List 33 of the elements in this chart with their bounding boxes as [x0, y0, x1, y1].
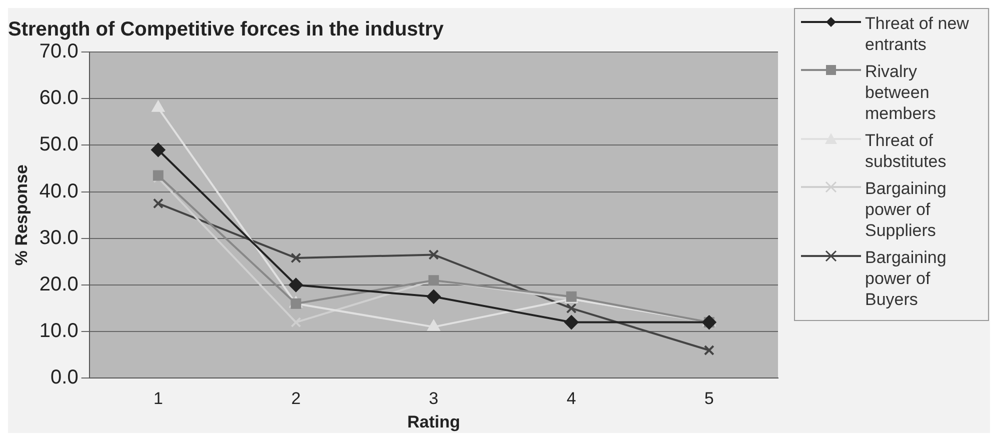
legend-label: Bargaining power of Suppliers: [865, 178, 948, 241]
point: [288, 278, 303, 292]
y-axis-title: % Response: [12, 164, 31, 266]
point: [566, 303, 577, 314]
point: [290, 252, 302, 264]
y-tick-label: 30.0: [39, 226, 78, 249]
chart-title: Strength of Competitive forces in the industry: [8, 18, 444, 41]
point: [426, 290, 441, 304]
y-tick-label: 0.0: [50, 366, 78, 389]
point: [428, 249, 439, 260]
x-tick-label: 2: [291, 389, 301, 408]
x-tick-label: 5: [704, 389, 714, 408]
point: [151, 142, 166, 157]
legend-label: Rivalry between members: [865, 61, 937, 124]
legend-label: Threat of substitutes: [865, 130, 948, 172]
point: [704, 345, 714, 356]
point: [564, 315, 578, 330]
point: [152, 100, 164, 112]
legend-label: Bargaining power of Buyers: [865, 247, 948, 310]
x-axis-title: Rating: [407, 412, 460, 432]
y-tick-label: 50.0: [39, 134, 78, 156]
point: [290, 298, 302, 309]
x-tick-label: 1: [153, 389, 163, 408]
x-tick-label: 3: [428, 389, 438, 408]
y-tick-label: 70.0: [39, 40, 78, 63]
y-tick-label: 10.0: [39, 320, 78, 342]
point: [152, 198, 164, 209]
point: [152, 170, 164, 181]
y-tick-label: 60.0: [39, 87, 78, 110]
y-tick-label: 20.0: [39, 274, 78, 296]
y-tick-label: 40.0: [39, 180, 78, 202]
legend-label: Threat of new entrants: [865, 13, 970, 55]
x-tick-label: 4: [566, 389, 576, 408]
